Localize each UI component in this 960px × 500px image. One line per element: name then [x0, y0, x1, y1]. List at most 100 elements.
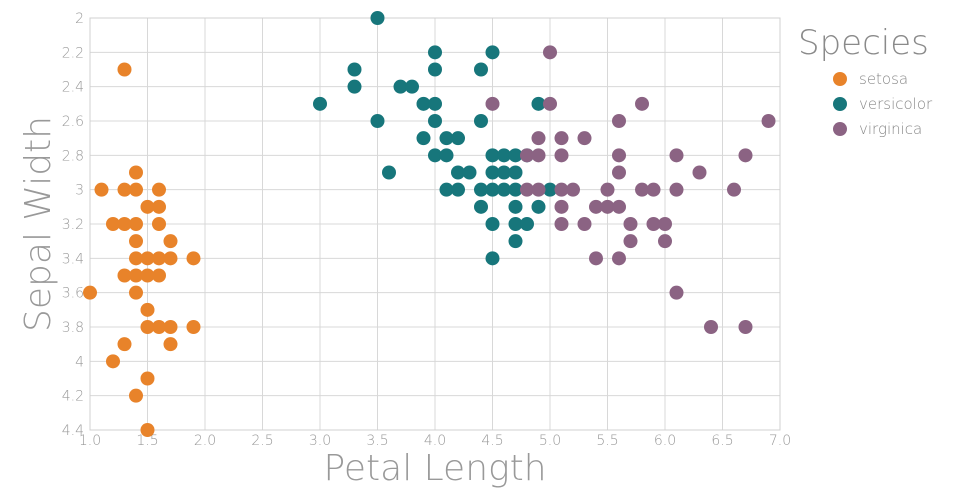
y-tick-label: 3.2	[62, 217, 84, 233]
versicolor-point	[485, 165, 500, 180]
setosa-point	[163, 234, 178, 249]
setosa-point	[186, 251, 201, 266]
virginica-point	[554, 217, 569, 231]
y-tick-label: 4.2	[62, 389, 84, 405]
virginica-point	[577, 131, 592, 146]
setosa-point	[106, 217, 120, 231]
series-setosa	[83, 62, 201, 437]
versicolor-point	[405, 79, 419, 94]
y-tick-label: 2	[75, 11, 84, 27]
versicolor-point	[347, 62, 362, 77]
versicolor-point	[508, 199, 523, 214]
setosa-point	[129, 268, 143, 283]
virginica-point	[554, 131, 569, 146]
x-tick-label: 7.0	[769, 433, 791, 449]
setosa-point	[163, 320, 178, 334]
virginica-point	[738, 320, 753, 334]
virginica-point	[600, 182, 615, 197]
versicolor-point	[474, 62, 488, 77]
y-tick-label: 2.6	[62, 114, 84, 130]
y-axis-title: Sepal Width	[18, 116, 59, 332]
legend-items: setosa versicolor virginica	[833, 70, 933, 138]
setosa-point	[163, 251, 178, 266]
versicolor-point	[474, 114, 488, 128]
versicolor-point	[370, 11, 385, 25]
versicolor-point	[451, 131, 465, 146]
setosa-point	[129, 165, 143, 180]
y-tick-label: 2.2	[62, 45, 84, 61]
x-tick-label: 4.5	[481, 433, 503, 449]
setosa-point	[129, 217, 143, 231]
virginica-point	[704, 320, 718, 334]
legend-item-virginica: virginica	[833, 120, 922, 138]
virginica-point	[692, 165, 707, 180]
data-points	[83, 11, 776, 437]
setosa-point	[106, 354, 120, 369]
setosa-point	[117, 337, 132, 352]
setosa-point	[140, 268, 155, 283]
versicolor-point	[497, 182, 511, 197]
setosa-point	[140, 423, 155, 437]
legend-label: versicolor	[859, 95, 933, 113]
setosa-point	[94, 182, 109, 197]
virginica-point	[623, 234, 638, 249]
virginica-point	[658, 234, 672, 249]
y-tick-label: 4	[75, 354, 84, 370]
virginica-point	[543, 45, 557, 60]
setosa-point	[152, 251, 166, 266]
versicolor-point	[497, 165, 511, 180]
virginica-point	[520, 148, 534, 163]
virginica-point	[485, 96, 500, 111]
series-versicolor	[313, 11, 557, 266]
setosa-point	[186, 320, 201, 334]
virginica-point	[658, 217, 672, 231]
plot-frame	[89, 17, 781, 431]
y-tick-label: 3.6	[62, 286, 84, 302]
setosa-point	[129, 251, 143, 266]
versicolor-point	[462, 165, 477, 180]
legend-title: Species	[798, 23, 929, 63]
setosa-point	[140, 199, 155, 214]
virginica-point	[612, 148, 626, 163]
versicolor-point	[485, 148, 500, 163]
versicolor-point	[531, 199, 546, 214]
virginica-point	[543, 96, 557, 111]
virginica-point	[635, 182, 649, 197]
versicolor-point	[428, 148, 442, 163]
virginica-point	[646, 217, 661, 231]
versicolor-point	[508, 217, 523, 231]
virginica-point	[589, 199, 603, 214]
virginica-point	[554, 148, 569, 163]
virginica-point	[646, 182, 661, 197]
setosa-point	[117, 217, 132, 231]
x-tick-label: 2.0	[194, 433, 216, 449]
virginica-point	[612, 251, 626, 266]
versicolor-point	[485, 251, 500, 266]
virginica-point	[612, 114, 626, 128]
setosa-point	[140, 251, 155, 266]
x-axis-ticks: 1.0 1.5 2.0 2.5 3.0 3.5 4.0 4.5 5.0 5.5 6.0 6.5 7.0	[79, 433, 791, 449]
versicolor-point	[428, 45, 442, 60]
virginica-point	[669, 182, 684, 197]
setosa-point	[152, 217, 166, 231]
setosa-point	[140, 371, 155, 386]
versicolor-point	[520, 217, 534, 231]
versicolor-point	[416, 131, 431, 146]
versicolor-point	[474, 182, 488, 197]
versicolor-point	[428, 62, 442, 77]
setosa-point	[163, 337, 178, 352]
versicolor-point	[451, 165, 465, 180]
setosa-point	[129, 234, 143, 249]
x-tick-label: 1.0	[79, 433, 101, 449]
setosa-point	[152, 320, 166, 334]
legend-swatch	[833, 72, 847, 86]
versicolor-point	[508, 182, 523, 197]
versicolor-point	[508, 234, 523, 249]
virginica-point	[566, 182, 580, 197]
x-tick-label: 3.5	[366, 433, 388, 449]
y-tick-label: 3.8	[62, 320, 84, 336]
virginica-point	[589, 251, 603, 266]
legend-label: virginica	[859, 120, 922, 138]
x-tick-label: 6.0	[654, 433, 676, 449]
